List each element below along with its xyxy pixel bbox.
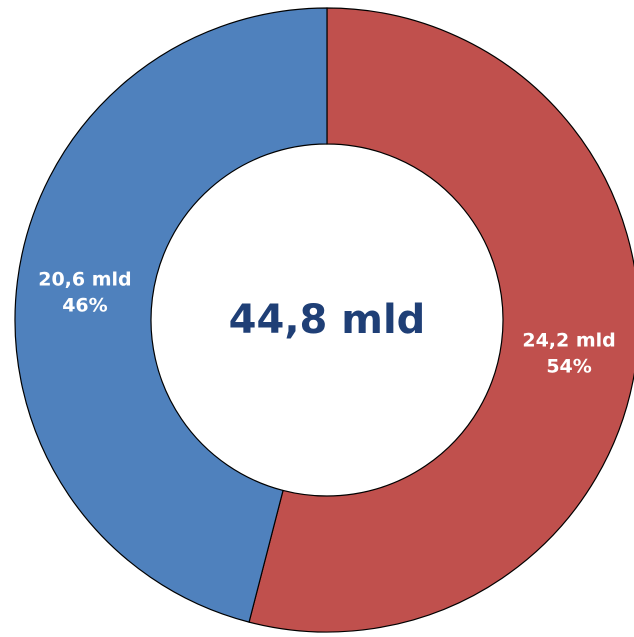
slice-percent-label-1: 46% — [62, 294, 107, 316]
donut-slice-1 — [14, 7, 328, 623]
slice-label-1: 20,6 mld 46% — [38, 268, 131, 316]
donut-slice-0 — [248, 7, 634, 633]
labels-layer: 24,2 mld 54% 20,6 mld 46% — [38, 268, 616, 377]
center-total-label: 44,8 mld — [229, 297, 426, 343]
slice-value-label-1: 20,6 mld — [38, 268, 131, 290]
slices-layer — [14, 7, 634, 633]
slice-value-label-0: 24,2 mld — [522, 330, 615, 352]
slice-label-0: 24,2 mld 54% — [522, 330, 615, 378]
slice-percent-label-0: 54% — [546, 356, 591, 378]
